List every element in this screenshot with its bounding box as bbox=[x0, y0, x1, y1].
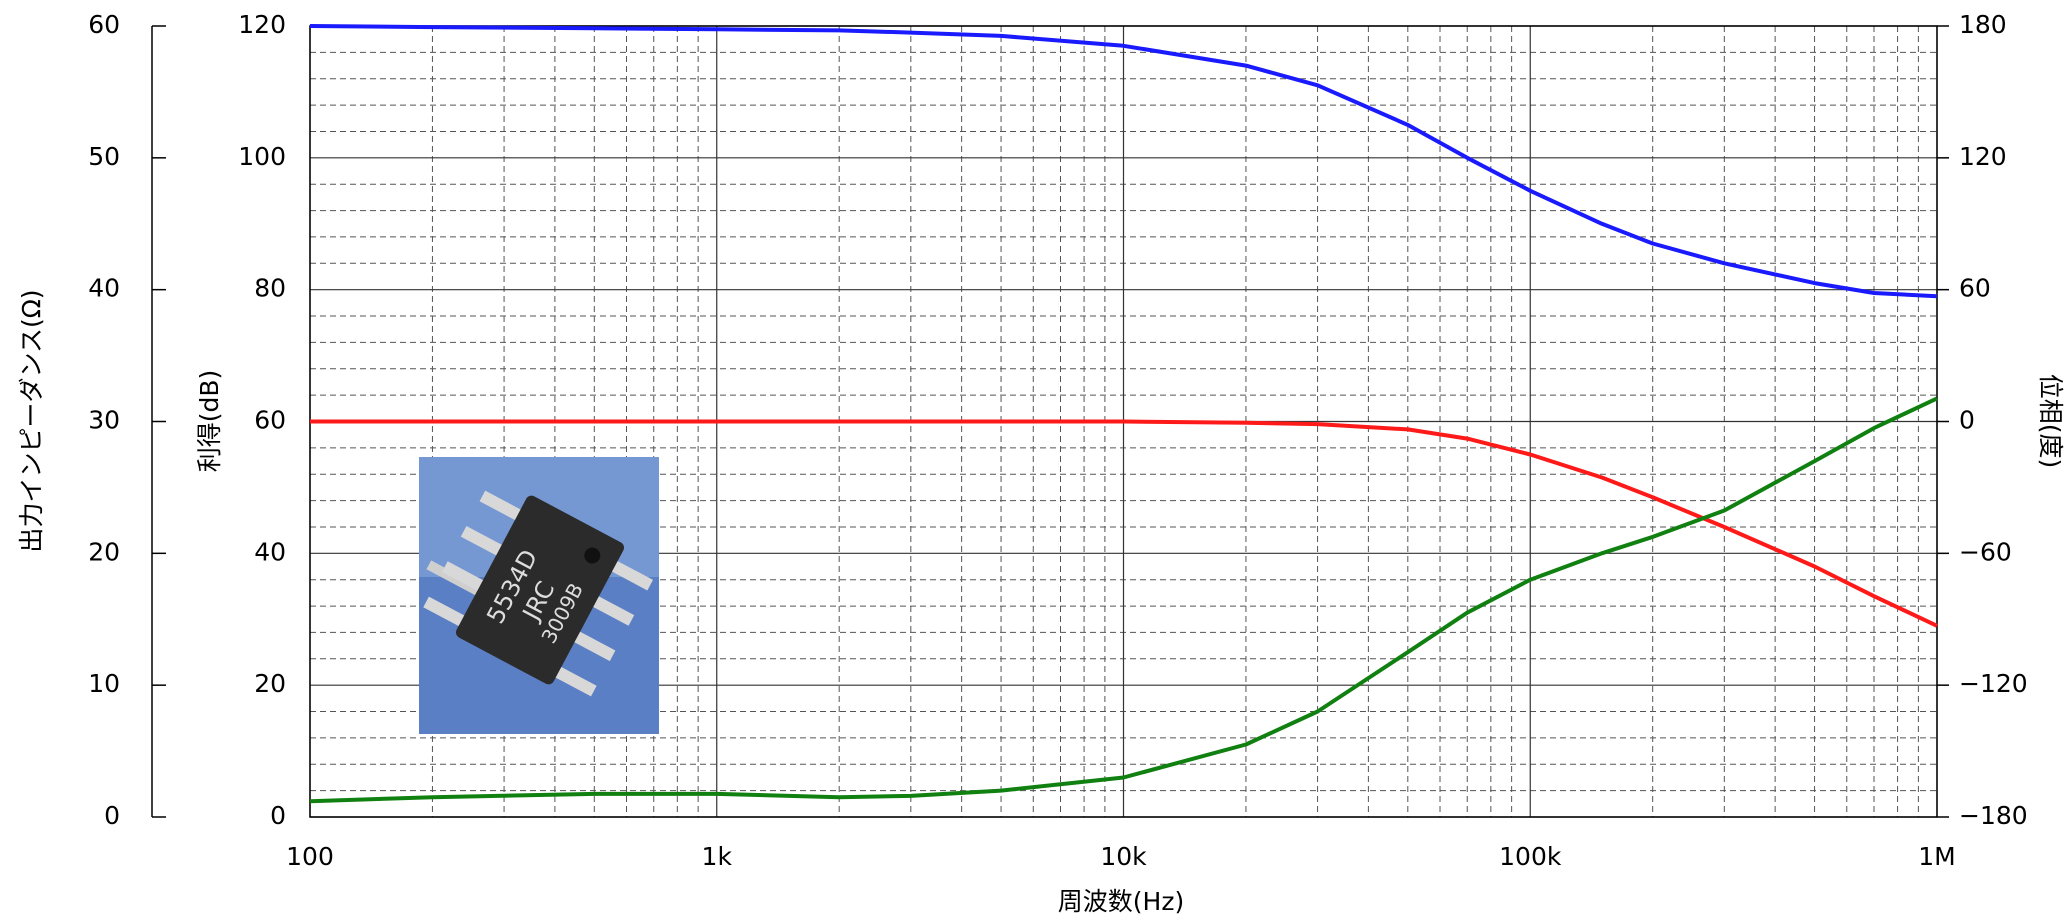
y-tick-label: 20 bbox=[254, 669, 286, 698]
x-tick-label: 10k bbox=[1100, 842, 1147, 871]
y-tick-label: 100 bbox=[238, 142, 286, 171]
series-line bbox=[309, 396, 1938, 804]
y3-tick-label: 50 bbox=[88, 142, 120, 171]
y2-tick-label: −60 bbox=[1959, 537, 2012, 566]
y-tick-label: 40 bbox=[254, 537, 286, 566]
x-tick-label: 100 bbox=[286, 842, 334, 871]
y3-tick-label: 40 bbox=[88, 274, 120, 303]
x-axis-title: 周波数(Hz) bbox=[1058, 887, 1184, 916]
y-tick-label: 80 bbox=[254, 274, 286, 303]
x-tick-label: 1k bbox=[702, 842, 733, 871]
y2-tick-label: 60 bbox=[1959, 274, 1991, 303]
y3-tick-label: 20 bbox=[88, 537, 120, 566]
y3-tick-label: 10 bbox=[88, 669, 120, 698]
y2-tick-label: 180 bbox=[1959, 10, 2007, 39]
y-tick-label: 60 bbox=[254, 406, 286, 435]
series-line bbox=[309, 24, 1938, 299]
series-line bbox=[310, 419, 1938, 628]
y3-tick-label: 0 bbox=[104, 801, 120, 830]
y2-tick-label: −180 bbox=[1959, 801, 2028, 830]
y-axis-title: 利得(dB) bbox=[195, 370, 224, 473]
y3-axis-title: 出力インピーダンス(Ω) bbox=[17, 289, 46, 552]
inset-photo: 5534D JRC 3009B bbox=[419, 457, 659, 734]
y-tick-label: 0 bbox=[270, 801, 286, 830]
x-tick-label: 1M bbox=[1918, 842, 1955, 871]
y2-tick-label: 0 bbox=[1959, 406, 1975, 435]
y2-tick-label: 120 bbox=[1959, 142, 2007, 171]
y3-tick-label: 60 bbox=[88, 10, 120, 39]
y-tick-label: 120 bbox=[238, 10, 286, 39]
y2-axis-title: 位相(度) bbox=[2036, 374, 2065, 469]
y2-tick-label: −120 bbox=[1959, 669, 2028, 698]
y3-tick-label: 30 bbox=[88, 406, 120, 435]
x-tick-label: 100k bbox=[1499, 842, 1562, 871]
